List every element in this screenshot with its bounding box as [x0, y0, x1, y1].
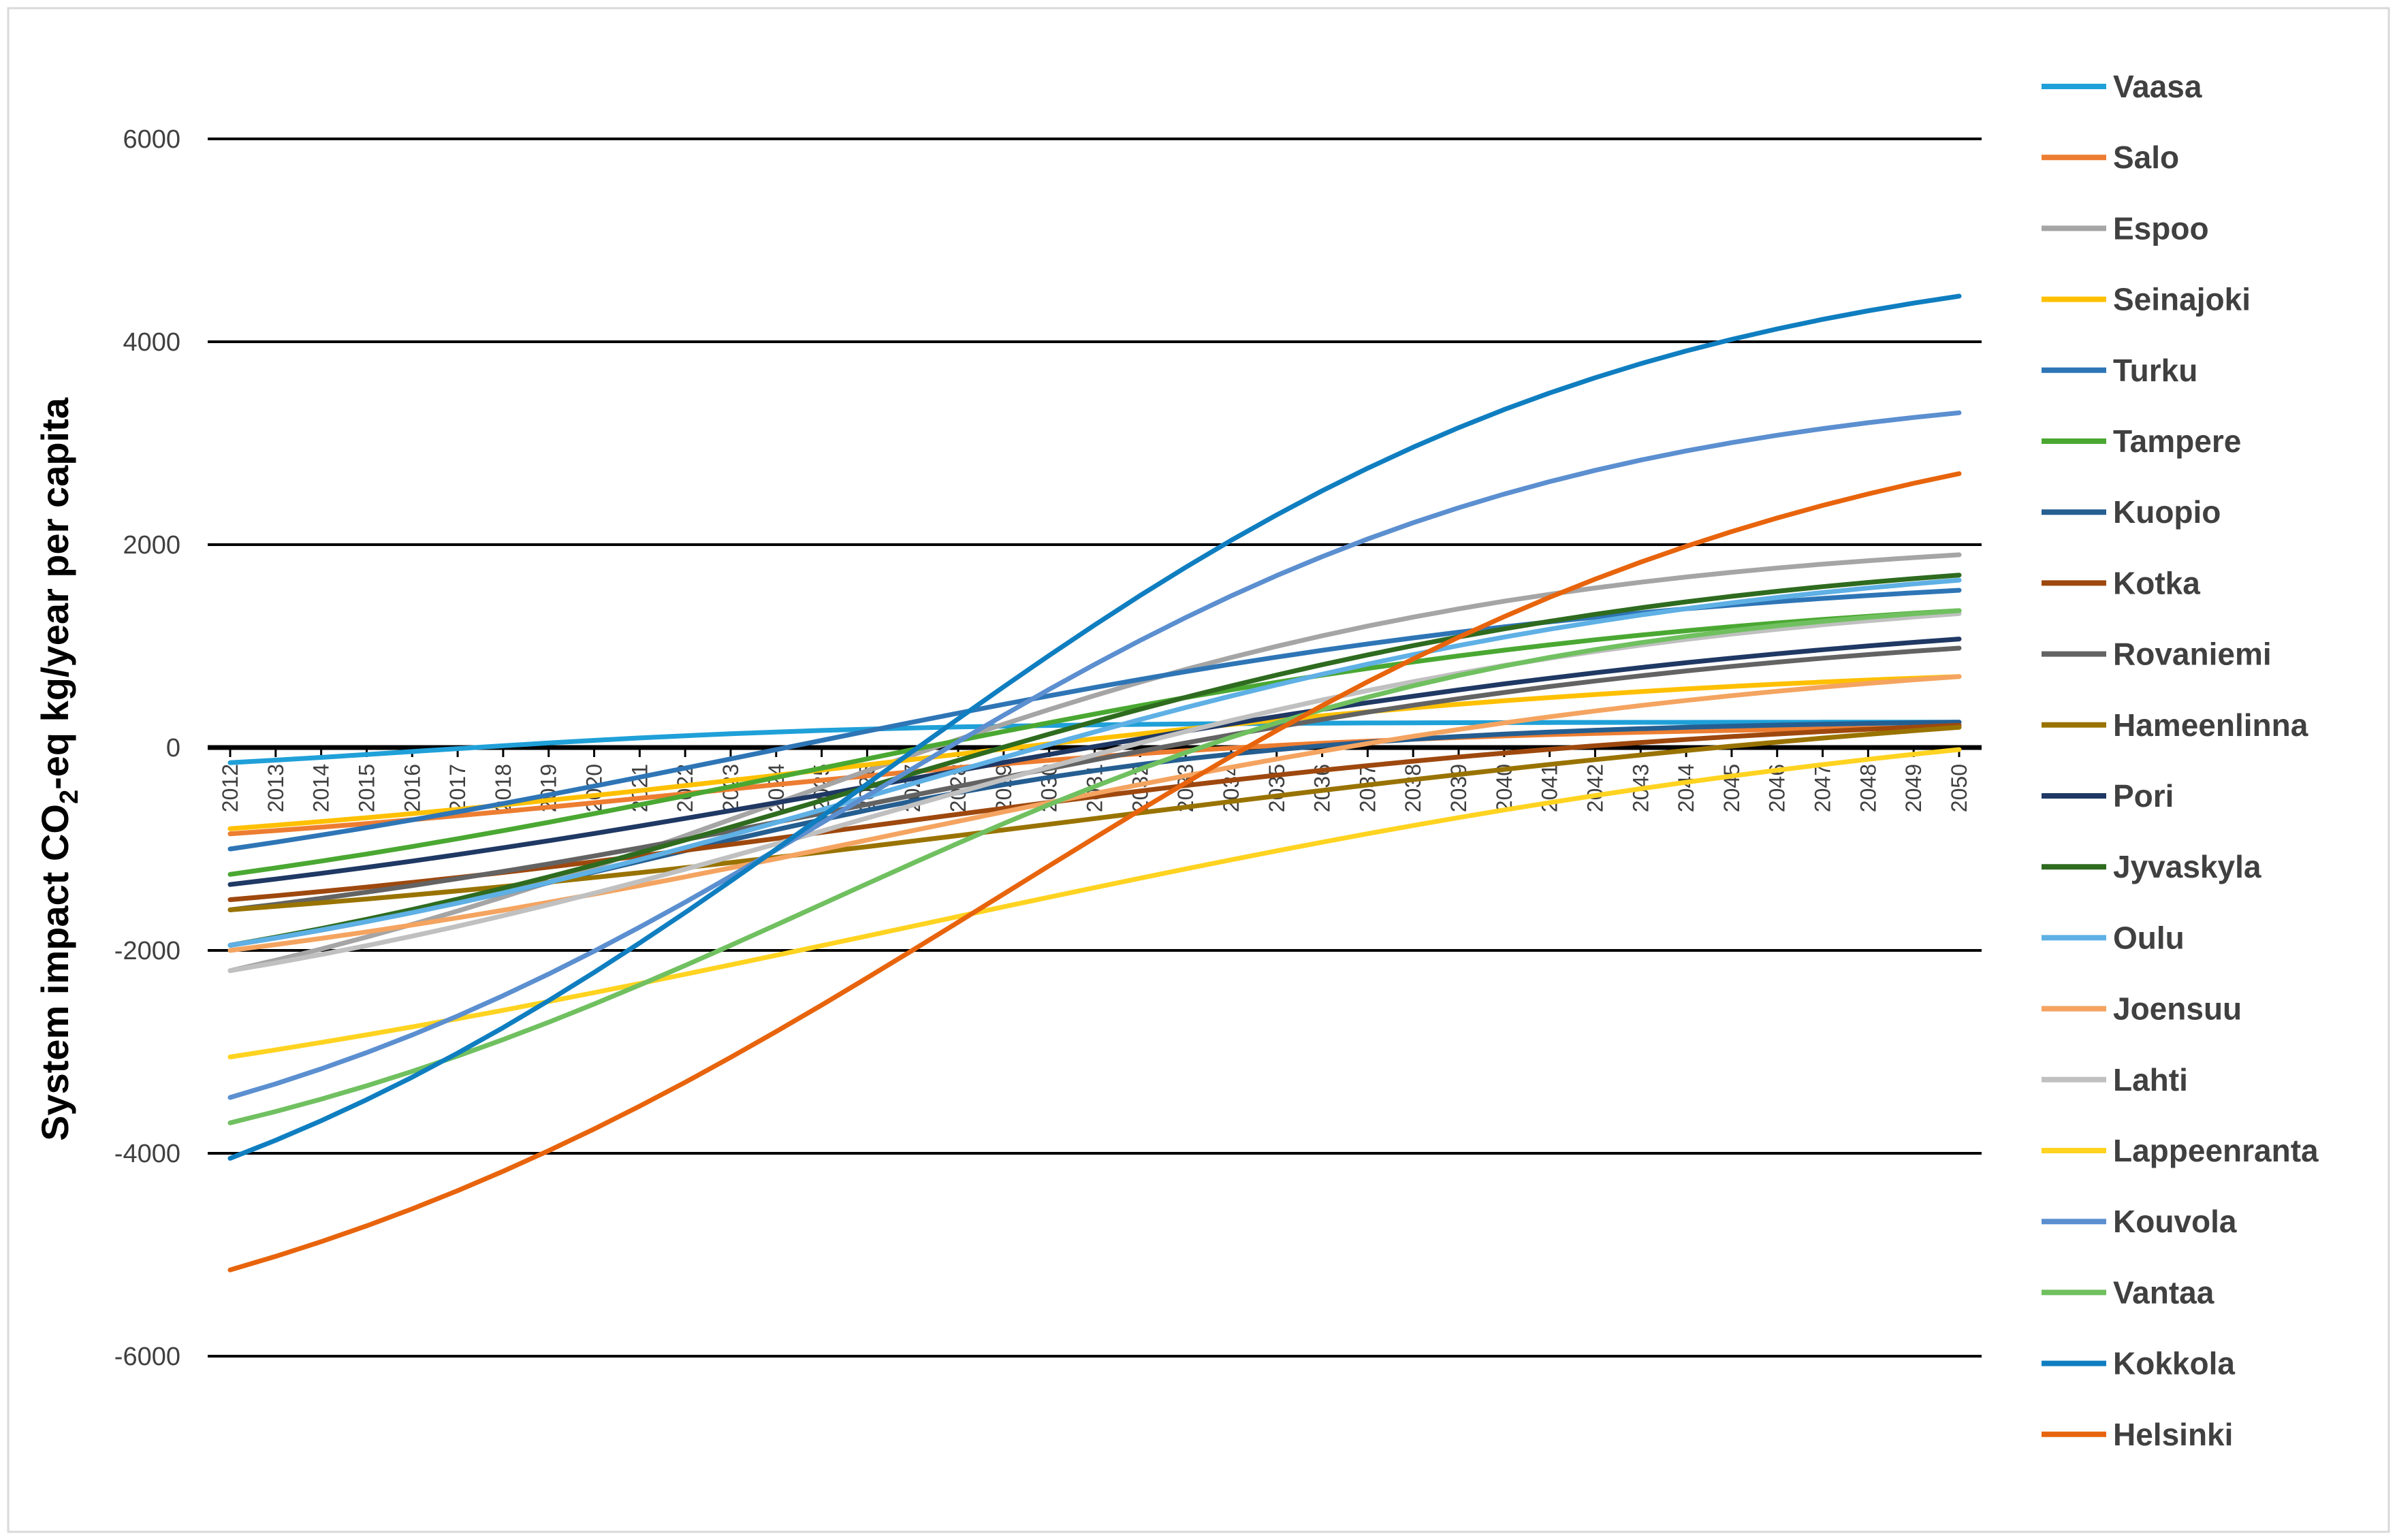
- legend-label: Turku: [2113, 353, 2197, 388]
- x-tick-label: 2049: [1901, 764, 1926, 812]
- x-tick-label: 2013: [264, 764, 288, 812]
- legend-label: Lahti: [2113, 1062, 2188, 1097]
- legend-label: Rovaniemi: [2113, 637, 2272, 672]
- series-line-jyvaskyla: [227, 573, 1962, 948]
- x-tick-label: 2042: [1583, 764, 1607, 812]
- legend-label: Pori: [2113, 778, 2174, 814]
- x-tick-label: 2035: [1265, 764, 1289, 812]
- legend-label: Vantaa: [2113, 1274, 2215, 1310]
- legend-label: Helsinki: [2113, 1417, 2233, 1452]
- y-axis-label-sub: 2: [55, 790, 84, 804]
- legend-label: Joensuu: [2113, 991, 2242, 1027]
- legend-label: Lappeenranta: [2113, 1133, 2319, 1168]
- y-axis-ticks: -6000 -4000 -2000 0 2000 4000 6000: [114, 125, 180, 1371]
- x-tick-label: 2012: [218, 764, 242, 812]
- y-tick-label: 0: [166, 734, 180, 763]
- y-axis-label: System impact CO2-eq kg/year per capita: [33, 397, 84, 1141]
- legend-label: Tampere: [2113, 423, 2241, 459]
- legend-label: Seinajoki: [2113, 282, 2251, 317]
- y-axis-label-before: System impact CO: [33, 804, 76, 1141]
- y-tick-label: 2000: [123, 531, 180, 560]
- x-tick-label: 2048: [1856, 764, 1880, 812]
- legend-label: Vaasa: [2113, 69, 2202, 104]
- legend-label: Jyvaskyla: [2113, 849, 2261, 884]
- series-line-pori: [227, 637, 1962, 887]
- series-line-lappeenranta: [227, 747, 1962, 1059]
- legend-label: Kuopio: [2113, 494, 2221, 530]
- series-line-helsinki: [227, 471, 1962, 1272]
- series-line-joensuu: [227, 674, 1962, 953]
- legend-label: Oulu: [2113, 920, 2185, 955]
- gridlines: [208, 138, 1982, 1358]
- legend-label: Kouvola: [2113, 1204, 2237, 1239]
- legend-label: Espoo: [2113, 210, 2209, 246]
- series-line-rovaniemi: [227, 645, 1962, 912]
- series-line-vantaa: [227, 608, 1962, 1125]
- y-tick-label: 4000: [123, 328, 180, 357]
- y-tick-label: 6000: [123, 125, 180, 154]
- x-axis-ticks: 2012 2013 2014 2015 2016 2017 2018 2019 2020 2021…: [218, 748, 1971, 812]
- x-tick-label: 2050: [1947, 764, 1971, 812]
- x-tick-label: 2047: [1811, 764, 1835, 812]
- series-line-seinajoki: [227, 674, 1962, 831]
- legend-label: Salo: [2113, 140, 2179, 175]
- series-line-tampere: [227, 608, 1962, 877]
- y-tick-label: -2000: [114, 937, 180, 965]
- y-tick-label: -4000: [114, 1140, 180, 1168]
- x-tick-label: 2045: [1719, 764, 1744, 812]
- series-line-kouvola: [227, 410, 1962, 1100]
- legend-label: Hameenlinna: [2113, 707, 2308, 743]
- x-tick-label: 2017: [445, 764, 470, 812]
- series-line-lahti: [227, 611, 1962, 974]
- legend: Vaasa Salo Espoo Seinajoki Turku Tampere Kuopi…: [2042, 69, 2319, 1452]
- series-line-oulu: [227, 577, 1962, 948]
- legend-label: Kotka: [2113, 565, 2200, 600]
- x-tick-label: 2014: [309, 764, 334, 812]
- series-line-espoo: [227, 552, 1962, 974]
- y-axis-label-after: -eq kg/year per capita: [33, 397, 76, 790]
- series-lines: [227, 293, 1962, 1272]
- y-tick-label: -6000: [114, 1343, 180, 1371]
- x-tick-label: 2015: [354, 764, 379, 812]
- series-line-vaasa: [227, 720, 1962, 765]
- chart-border: [7, 7, 2390, 1533]
- x-tick-label: 2044: [1674, 764, 1698, 812]
- x-tick-label: 2016: [400, 764, 424, 812]
- series-line-kokkola: [227, 293, 1962, 1161]
- legend-label: Kokkola: [2113, 1346, 2235, 1381]
- x-tick-label: 2038: [1401, 764, 1425, 812]
